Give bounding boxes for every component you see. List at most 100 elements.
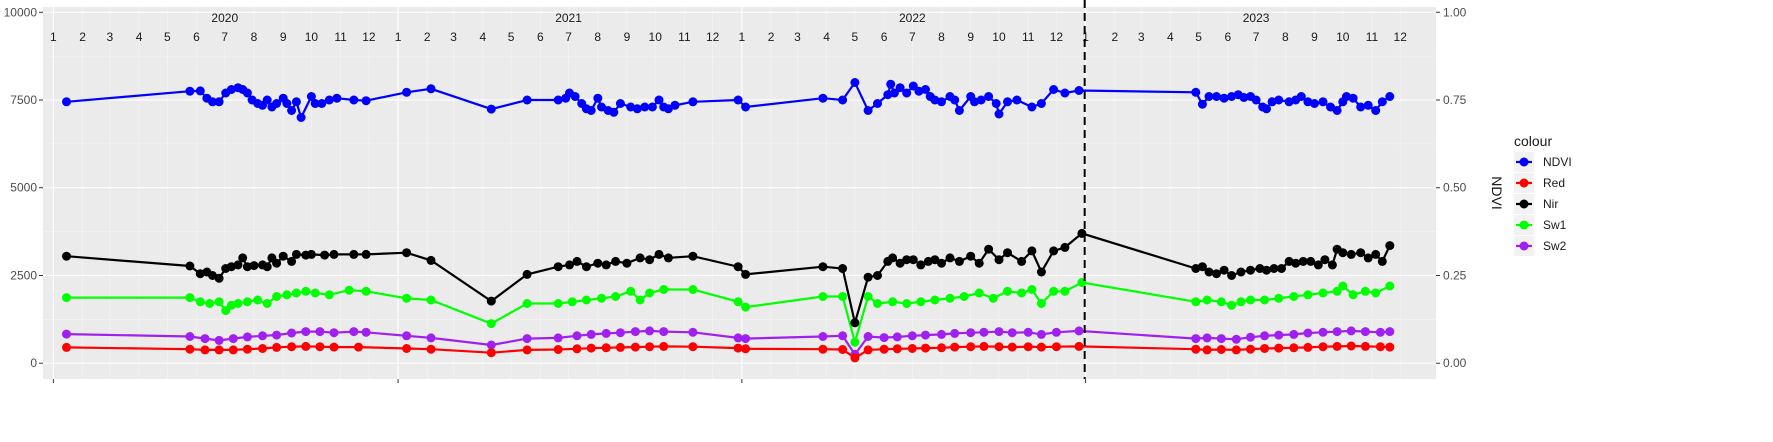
point-ndvi (324, 95, 334, 105)
point-sw1 (688, 285, 698, 294)
point-sw1 (1338, 281, 1348, 291)
point-red (1007, 342, 1017, 352)
point-sw2 (950, 328, 960, 338)
point-sw2 (62, 329, 71, 339)
point-sw2 (741, 334, 751, 344)
point-sw2 (315, 327, 325, 337)
point-sw2 (1007, 328, 1017, 338)
month-label: 6 (193, 30, 200, 44)
point-ndvi (615, 99, 625, 108)
point-nir (916, 260, 926, 270)
point-ndvi (838, 95, 848, 105)
x-axis-ticks (52, 379, 1087, 383)
point-ndvi (208, 97, 217, 107)
month-label: 10 (992, 30, 1006, 44)
point-ndvi (902, 88, 912, 98)
point-ndvi (1049, 85, 1059, 94)
month-labels: 1 2 3 4 5 6 7 8 9 10 11 12 1 2 3 4 5 6 7 8 9 10 11 12 1 2 3 4 5 6 7 8 9 1… (50, 30, 1407, 44)
point-sw1 (916, 297, 926, 307)
point-sw1 (1216, 297, 1226, 307)
point-ndvi (597, 102, 606, 112)
point-nir (1277, 264, 1286, 273)
series-nir (62, 228, 1395, 328)
point-ndvi (1356, 102, 1366, 112)
point-sw2 (1202, 333, 1212, 343)
point-nir (888, 253, 898, 263)
point-sw2 (1303, 328, 1313, 338)
point-nir (733, 262, 743, 272)
plot-panel (43, 7, 1436, 379)
point-nir (954, 256, 964, 266)
point-ndvi (1191, 87, 1201, 97)
month-label: 11 (678, 30, 691, 44)
point-nir (1197, 262, 1207, 272)
legend-key-point (1519, 241, 1529, 251)
point-nir (1313, 260, 1323, 270)
minor-gridlines (43, 7, 1436, 379)
point-nir (741, 269, 751, 279)
point-ndvi (950, 95, 960, 105)
point-red (242, 344, 252, 354)
point-ndvi (632, 104, 642, 114)
point-ndvi (332, 93, 342, 103)
series-ndvi (62, 78, 1395, 122)
point-nir (1027, 246, 1037, 256)
point-red (315, 342, 325, 352)
point-sw1 (626, 286, 636, 296)
point-ndvi (272, 99, 282, 108)
point-ndvi (1012, 95, 1022, 105)
point-ndvi (733, 95, 743, 105)
left-tick-label: 2500 (10, 268, 37, 282)
point-red (258, 344, 267, 353)
left-tick-label: 7500 (10, 93, 37, 107)
point-red (630, 342, 640, 352)
point-ndvi (349, 95, 359, 105)
point-ndvi (1060, 88, 1070, 98)
point-red (1051, 342, 1061, 352)
point-red (62, 342, 71, 352)
point-red (1216, 345, 1226, 354)
legend-label: Sw1 (1543, 218, 1567, 232)
point-red (1385, 342, 1395, 352)
point-nir (287, 256, 297, 266)
legend-key-point (1519, 220, 1529, 230)
point-ndvi (426, 84, 436, 94)
point-nir (850, 318, 860, 328)
point-sw1 (1332, 286, 1342, 296)
point-nir (818, 262, 828, 272)
legend-key-point (1519, 199, 1529, 209)
point-sw1 (1348, 290, 1358, 300)
point-sw1 (272, 292, 282, 301)
point-nir (1017, 256, 1027, 266)
point-ndvi (984, 92, 994, 101)
point-red (733, 343, 743, 353)
point-ndvi (1003, 97, 1012, 107)
point-ndvi (306, 92, 316, 101)
point-sw2 (1360, 327, 1370, 337)
point-ndvi (609, 107, 619, 117)
point-sw2 (863, 332, 873, 341)
point-nir (645, 255, 655, 265)
point-red (601, 343, 611, 353)
point-ndvi (1262, 104, 1271, 114)
point-sw2 (1260, 331, 1270, 341)
point-nir (1227, 271, 1237, 280)
point-ndvi (1310, 99, 1319, 108)
point-ndvi (1348, 93, 1358, 103)
point-sw1 (1318, 288, 1328, 298)
point-sw2 (688, 327, 698, 337)
point-nir (361, 249, 371, 259)
legend-key-point (1519, 178, 1529, 188)
point-red (1332, 341, 1342, 351)
month-label: 6 (537, 30, 544, 44)
point-sw1 (1246, 295, 1255, 305)
month-label: 7 (221, 30, 228, 44)
point-ndvi (976, 95, 986, 105)
point-nir (1246, 265, 1255, 275)
point-nir (1306, 256, 1316, 266)
point-sw1 (1385, 281, 1395, 291)
point-nir (663, 253, 673, 263)
point-sw2 (1191, 334, 1201, 344)
point-sw2 (426, 333, 436, 343)
point-ndvi (570, 92, 580, 101)
